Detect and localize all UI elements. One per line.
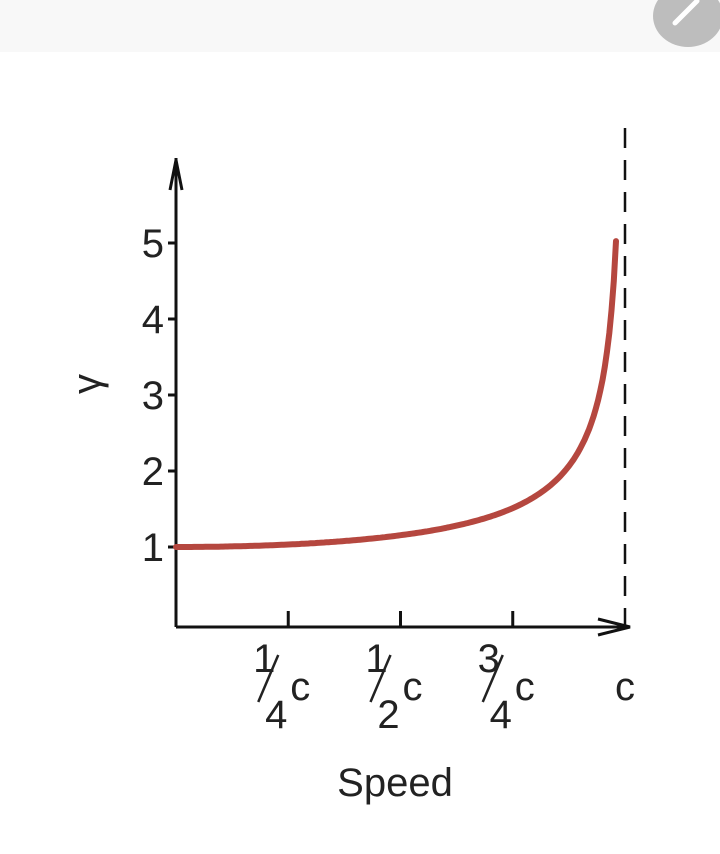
- y-axis-arrow: [168, 159, 184, 191]
- y-tick-label: 3: [142, 374, 164, 418]
- pencil-icon: [672, 0, 700, 26]
- y-tick-label: 4: [142, 298, 164, 342]
- x-tick-unit: c: [290, 665, 310, 709]
- fraction-slash: [481, 654, 504, 703]
- x-tick-denominator: 2: [377, 693, 399, 737]
- edit-button[interactable]: [653, 0, 720, 47]
- top-toolbar: [0, 0, 720, 52]
- gamma-curve: [173, 238, 619, 550]
- x-tick-numerator: 1: [253, 637, 275, 681]
- fraction-slash: [369, 654, 392, 703]
- x-tick-denominator: 4: [265, 693, 287, 737]
- x-tick-unit: c: [403, 665, 423, 709]
- x-tick-unit: c: [615, 665, 635, 709]
- x-tick-unit: c: [515, 665, 535, 709]
- y-tick-label: 1: [142, 526, 164, 570]
- fraction-slash: [257, 654, 280, 703]
- y-axis-label: γ: [65, 374, 109, 394]
- x-axis-arrow: [597, 617, 631, 637]
- x-tick-numerator: 1: [365, 637, 387, 681]
- x-axis-label: Speed: [337, 761, 453, 805]
- y-tick-label: 2: [142, 450, 164, 494]
- x-tick-denominator: 4: [490, 693, 512, 737]
- y-tick-label: 5: [142, 222, 164, 266]
- x-tick-numerator: 3: [478, 637, 500, 681]
